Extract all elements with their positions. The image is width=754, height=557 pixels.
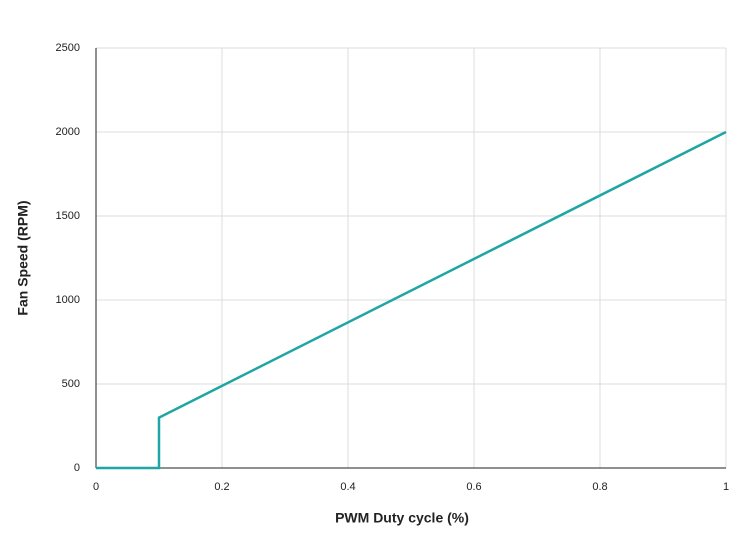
x-tick-label: 0.6 [466,481,481,493]
x-tick-label: 0.2 [214,481,229,493]
x-axis-title: PWM Duty cycle (%) [335,510,469,526]
y-axis-title: Fan Speed (RPM) [15,200,31,315]
line-series [96,130,727,470]
x-tick-label: 0.4 [340,481,355,493]
y-tick-label: 1000 [56,294,80,306]
x-tick-label: 0 [93,481,99,493]
y-tick-label: 0 [74,462,80,474]
x-tick-label: 0.8 [592,481,607,493]
y-tick-label: 500 [62,378,80,390]
y-tick-label: 2000 [56,126,80,138]
y-tick-label: 2500 [56,42,80,54]
x-tick-label: 1 [723,481,729,493]
y-tick-label: 1500 [56,210,80,222]
